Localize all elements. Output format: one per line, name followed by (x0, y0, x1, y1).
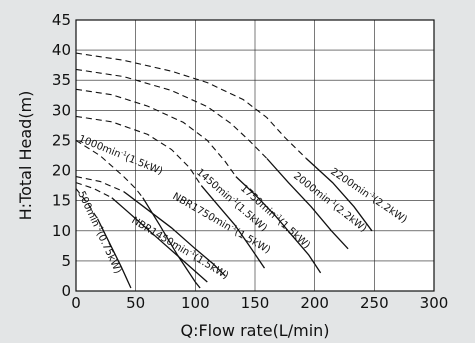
curve-solid (305, 158, 373, 232)
y-axis-label: H:Total Head(m) (16, 91, 35, 221)
curve-label-exponent: -1 (230, 223, 239, 232)
x-tick-label: 250 (360, 294, 389, 312)
curve-dashed (75, 176, 124, 193)
curve-solid (96, 218, 132, 289)
x-axis-label: Q:Flow rate(L/min) (180, 321, 329, 340)
curve-dashed (75, 182, 113, 199)
y-tick-label: 45 (52, 11, 71, 29)
x-tick-label: 300 (420, 294, 449, 312)
y-tick-label: 20 (52, 162, 71, 180)
x-tick-labels: 0 50 100 150 200 250 300 (71, 294, 448, 312)
curve-label-exponent: -1 (120, 149, 128, 158)
x-tick-label: 150 (241, 294, 270, 312)
plot-frame (75, 19, 435, 292)
curve-label-exponent: -1 (188, 248, 197, 257)
y-tick-label: 0 (61, 282, 71, 300)
x-tick-label: 50 (126, 294, 145, 312)
y-tick-label: 5 (61, 252, 71, 270)
curve-dashed (75, 88, 237, 177)
curve-label-exponent: -1 (231, 195, 240, 204)
curve-solid (266, 158, 349, 250)
curve-solid (200, 185, 266, 269)
curve-dashed (75, 68, 268, 159)
curve-label-exponent: -1 (368, 190, 377, 199)
y-tick-label: 35 (52, 71, 71, 89)
y-tick-label: 30 (52, 101, 71, 119)
curve-label-exponent: -1 (96, 224, 105, 233)
curve-solid (235, 176, 322, 274)
curves (75, 52, 373, 289)
y-tick-label: 15 (52, 192, 71, 210)
curve-dashed (75, 52, 307, 159)
x-tick-label: 0 (71, 294, 81, 312)
curve-label-exponent: -1 (329, 197, 338, 206)
y-tick-label: 40 (52, 41, 71, 59)
curve-solid (123, 191, 226, 277)
x-tick-label: 100 (181, 294, 210, 312)
y-tick-labels: 0 5 10 15 20 25 30 35 40 45 (52, 11, 71, 300)
y-tick-label: 25 (52, 131, 71, 149)
curve-dashed (75, 188, 98, 219)
y-tick-label: 10 (52, 222, 71, 240)
x-tick-label: 200 (300, 294, 329, 312)
curve-solid (111, 197, 208, 283)
curve-dashed (75, 115, 202, 186)
curve-dashed (75, 139, 144, 199)
curve-label-exponent: -1 (274, 212, 283, 221)
